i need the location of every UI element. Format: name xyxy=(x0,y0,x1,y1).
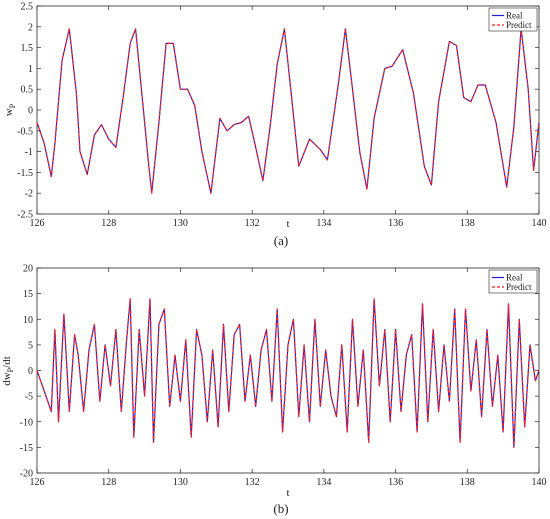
y-tick-label: 2.5 xyxy=(21,2,34,13)
legend-b: Real Predict xyxy=(488,269,538,294)
y-tick-label: 2 xyxy=(28,22,33,33)
x-tick-label: 126 xyxy=(30,218,45,229)
y-tick-label: 20 xyxy=(23,264,33,275)
y-tick-label: 0.5 xyxy=(21,85,34,96)
x-tick-label: 126 xyxy=(30,477,45,488)
x-axis-label-b: t xyxy=(286,487,289,499)
y-tick-label: 1.5 xyxy=(21,43,34,54)
series-line-predict xyxy=(36,28,540,194)
x-tick-label: 140 xyxy=(532,477,547,488)
x-tick-label: 138 xyxy=(460,477,475,488)
x-tick-label: 128 xyxy=(101,477,116,488)
x-tick-label: 130 xyxy=(173,477,188,488)
series-lines-a xyxy=(36,28,540,194)
y-tick-label: -1.5 xyxy=(17,168,33,179)
y-tick-label: 1 xyxy=(28,64,33,75)
y-axis-label-b: dwP/dt xyxy=(1,356,15,386)
x-axis-ticks-a: 126 128 130 132 134 136 138 140 xyxy=(30,6,547,229)
x-tick-label: 136 xyxy=(388,218,403,229)
x-tick-label: 132 xyxy=(245,477,260,488)
series-lines-b xyxy=(36,298,540,448)
y-tick-label: -2 xyxy=(25,189,33,200)
legend-predict-label-a: Predict xyxy=(506,20,532,30)
caption-b: (b) xyxy=(273,501,288,516)
y-tick-label: -15 xyxy=(20,443,33,454)
y-tick-label: 0 xyxy=(28,106,33,117)
y-tick-label: -1 xyxy=(25,147,33,158)
x-tick-label: 134 xyxy=(316,477,331,488)
x-tick-label: 136 xyxy=(388,477,403,488)
legend-real-label-b: Real xyxy=(506,273,523,283)
x-tick-label: 128 xyxy=(101,218,116,229)
legend-predict-label-b: Predict xyxy=(506,282,532,292)
legend-box-a xyxy=(488,7,538,32)
y-axis-ticks-b: -20 -15 -10 -5 0 5 10 15 20 xyxy=(20,264,539,480)
y-tick-label: -2.5 xyxy=(17,210,33,221)
panel-b: -20 -15 -10 -5 0 5 10 15 20 126 128 130 132 134 136 13… xyxy=(1,264,547,517)
x-tick-label: 130 xyxy=(173,218,188,229)
panel-a: -2.5 -2 -1.5 -1 -0.5 0 0.5 1 1.5 2 2.5 126 128 130 13… xyxy=(3,2,547,249)
caption-a: (a) xyxy=(274,233,288,248)
x-tick-label: 140 xyxy=(532,218,547,229)
x-tick-label: 132 xyxy=(245,218,260,229)
x-axis-ticks-b: 126 128 130 132 134 136 138 140 xyxy=(30,268,547,488)
legend-box-b xyxy=(488,269,538,294)
x-tick-label: 138 xyxy=(460,218,475,229)
y-tick-label: -20 xyxy=(20,469,33,480)
y-tick-label: 0 xyxy=(28,366,33,377)
plot-area-a xyxy=(36,5,540,215)
x-tick-label: 134 xyxy=(316,218,331,229)
y-tick-label: -5 xyxy=(25,392,33,403)
y-tick-label: 15 xyxy=(23,289,33,300)
x-axis-label-a: t xyxy=(286,218,289,230)
plot-area-b xyxy=(36,267,540,474)
legend-a: Real Predict xyxy=(488,7,538,32)
y-tick-label: 10 xyxy=(23,315,33,326)
y-tick-label: -0.5 xyxy=(17,126,33,137)
y-tick-label: 5 xyxy=(28,340,33,351)
y-axis-label-a: wP xyxy=(3,103,17,116)
legend-real-label-a: Real xyxy=(506,11,523,21)
series-line-predict xyxy=(36,298,540,448)
y-tick-label: -10 xyxy=(20,417,33,428)
